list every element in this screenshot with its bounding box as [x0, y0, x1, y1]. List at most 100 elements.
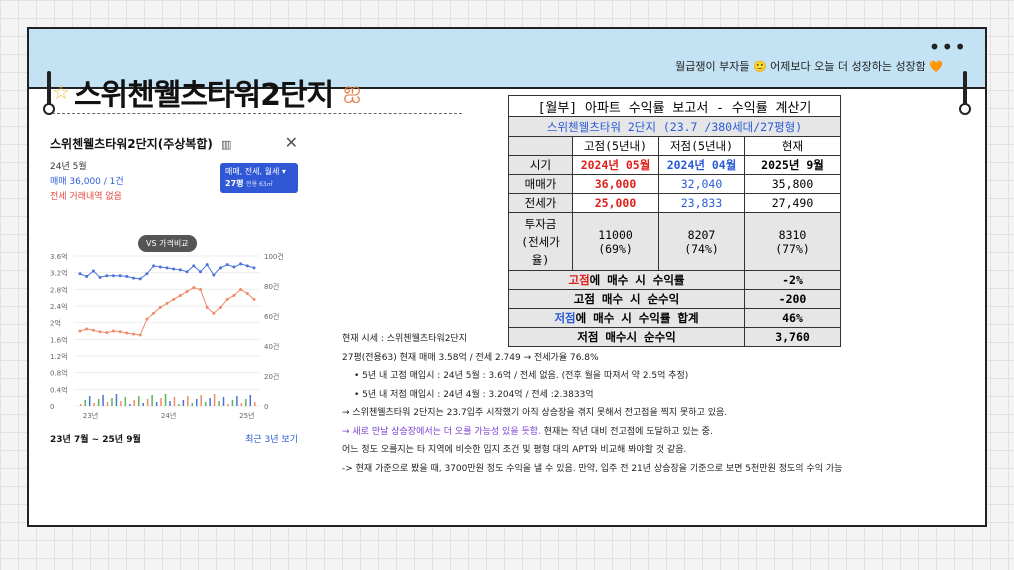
data-point: [245, 264, 249, 268]
page-title: 스위첸웰츠타워2단지: [73, 78, 334, 113]
table-subtitle: 스위첸웰츠타워 2단지 (23.7 /380세대/27평형): [508, 116, 841, 137]
note-line: • 5년 내 고점 매입시 : 24년 5월 : 3.6억 / 전세 없음. (…: [354, 371, 689, 381]
data-point: [125, 331, 129, 335]
data-point: [125, 275, 129, 279]
volume-bar: [164, 394, 167, 406]
volume-bar: [138, 396, 140, 406]
price-chart-panel: 스위첸웰츠타워2단지(주상복합) ▥ ✕ 24년 5월 매매 36,000 / …: [50, 128, 298, 448]
volume-bar: [151, 395, 153, 406]
volume-bar: [173, 397, 176, 406]
volume-bar: [115, 394, 118, 406]
data-point: [138, 277, 142, 281]
data-point: [239, 288, 243, 292]
close-icon[interactable]: ✕: [284, 132, 298, 152]
more-icon[interactable]: •••: [928, 35, 967, 59]
data-point: [205, 305, 209, 309]
trade-date: 24년 5월: [50, 162, 87, 172]
deal-type-filter-button[interactable]: 매매, 전세, 월세 ▾ 27평 전용 63㎡: [220, 163, 298, 193]
data-point: [252, 297, 256, 301]
data-point: [132, 332, 136, 336]
data-point: [132, 276, 136, 280]
table-row: 고점에 매수 시 수익률 -2%: [508, 270, 841, 290]
y2-tick-label: 20건: [264, 372, 279, 381]
data-point: [225, 297, 229, 301]
row-label-rest: 에 매수 시 수익률: [589, 273, 685, 287]
volume-bar: [111, 398, 113, 406]
panel-footer: 23년 7월 ~ 25년 9월 최근 3년 보기: [50, 432, 298, 445]
map-icon[interactable]: ▥: [220, 137, 232, 151]
data-point: [138, 333, 142, 337]
filter-deal-types: 매매, 전세, 월세 ▾: [225, 167, 286, 176]
star-icon: ☆: [52, 80, 70, 104]
cell: 2025년 9월: [744, 155, 841, 175]
cell: 8310 (77%): [744, 212, 841, 271]
data-point: [91, 328, 95, 332]
row-label: 전세가: [508, 193, 573, 213]
col-low-header: 저점(5년내): [658, 136, 745, 156]
data-point: [78, 329, 82, 333]
vs-compare-button[interactable]: VS 가격비교: [138, 235, 197, 252]
volume-bar: [102, 395, 104, 406]
volume-bar: [93, 403, 95, 406]
y-tick-label: 2억: [50, 320, 61, 328]
y-tick-label: 1.6억: [50, 336, 68, 344]
volume-bar: [191, 403, 194, 406]
cell: 2024년 05월: [572, 155, 659, 175]
sale-info: 매매 36,000 / 1건: [50, 177, 124, 187]
y2-tick-label: 100건: [264, 252, 284, 261]
y-tick-label: 3.2억: [50, 270, 68, 278]
y-tick-label: 3.6억: [50, 253, 68, 261]
cell: -2%: [744, 270, 841, 290]
data-point: [232, 293, 236, 297]
data-point: [239, 262, 243, 266]
hl-low: 저점: [554, 311, 576, 325]
volume-bar: [160, 398, 162, 406]
data-point: [245, 292, 249, 295]
volume-bar: [129, 404, 131, 406]
volume-bar: [124, 397, 127, 406]
table-row: 고점 매수 시 순수익 -200: [508, 289, 841, 309]
volume-bar: [218, 401, 220, 406]
row-label: 고점에 매수 시 수익률: [508, 270, 745, 290]
col-high-header: 고점(5년내): [572, 136, 659, 156]
volume-bar: [240, 403, 243, 406]
filter-area: 전용 63㎡: [246, 181, 273, 188]
data-point: [198, 270, 202, 274]
volume-bar: [88, 396, 91, 406]
note-line: 현재 시세 : 스위첸웰츠타워2단지: [342, 334, 467, 344]
table-row: 투자금 (전세가 율) 11000 (69%) 8207 (74%) 8310 …: [508, 212, 841, 271]
filter-size: 27평: [225, 179, 244, 188]
volume-bar: [97, 399, 100, 406]
volume-bar: [120, 401, 122, 406]
data-point: [185, 290, 189, 294]
volume-bar: [236, 396, 238, 406]
table-row: 전세가 25,000 23,833 27,490: [508, 193, 841, 213]
data-point: [118, 330, 122, 334]
data-point: [172, 267, 176, 271]
swirl-icon: ஐ: [343, 78, 361, 103]
panel-header: 스위첸웰츠타워2단지(주상복합) ▥ ✕: [50, 128, 298, 156]
volume-bar: [231, 400, 234, 406]
price-chart: 3.6억 3.2억 2.8억 2.4억 2억 1.6억 1.2억 0.8억 0.4억 0 100건 8…: [50, 252, 284, 420]
y-tick-label: 2.4억: [50, 303, 68, 311]
y-tick-label: 0.4억: [50, 386, 68, 394]
panel-title: 스위첸웰츠타워2단지(주상복합): [50, 136, 213, 151]
data-point: [252, 266, 256, 270]
cell: 46%: [744, 308, 841, 328]
volume-bar: [142, 403, 144, 406]
volume-bar: [84, 400, 86, 406]
data-point: [158, 265, 162, 269]
analysis-notes: 현재 시세 : 스위첸웰츠타워2단지 27평(전용63) 현재 매매 3.58억…: [342, 330, 954, 478]
series-line: [79, 287, 255, 336]
y-tick-label: 0.8억: [50, 370, 68, 378]
cell: 36,000: [572, 174, 659, 194]
volume-bar: [187, 396, 189, 406]
binder-ring-right-icon: [959, 71, 971, 117]
data-point: [78, 272, 82, 276]
col-now-header: 현재: [744, 136, 841, 156]
recent-3y-link[interactable]: 최근 3년 보기: [245, 435, 298, 445]
volume-bar: [222, 397, 225, 406]
data-point: [85, 275, 89, 279]
data-point: [105, 274, 109, 278]
note-line: → 새로 만날 상승장에서는 더 오를 가능성 있을 듯함. 현재는 작년 대비…: [342, 423, 954, 442]
